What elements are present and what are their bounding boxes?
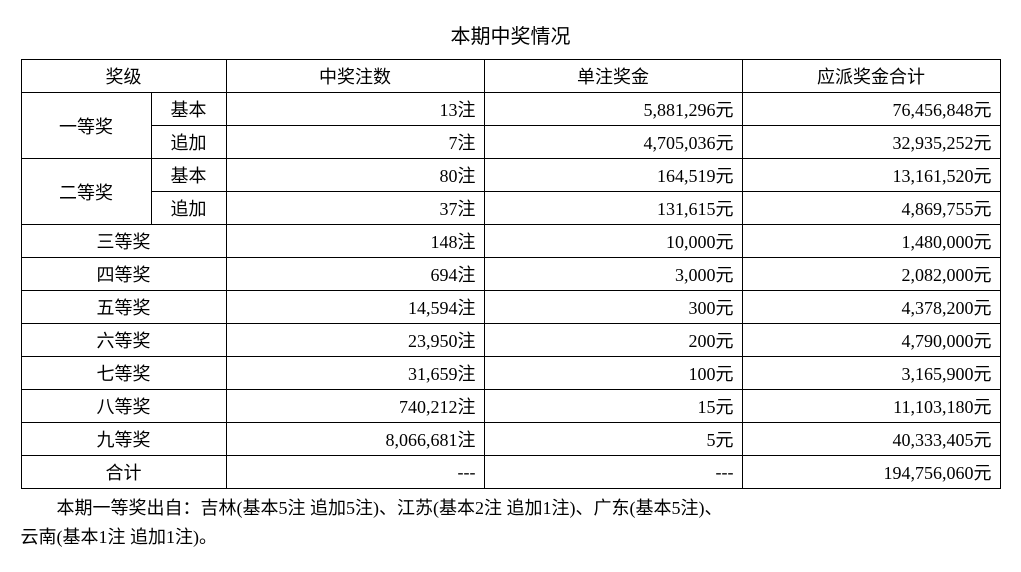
cell-amount: 200元: [484, 324, 742, 357]
cell-count: 31,659注: [226, 357, 484, 390]
cell-total: 2,082,000元: [742, 258, 1000, 291]
table-row: 四等奖 694注 3,000元 2,082,000元: [21, 258, 1000, 291]
cell-amount: 131,615元: [484, 192, 742, 225]
page-title: 本期中奖情况: [20, 20, 1001, 49]
header-total: 应派奖金合计: [742, 60, 1000, 93]
cell-amount: 10,000元: [484, 225, 742, 258]
cell-count: 8,066,681注: [226, 423, 484, 456]
cell-total: 194,756,060元: [742, 456, 1000, 489]
cell-count: 740,212注: [226, 390, 484, 423]
cell-amount: 5,881,296元: [484, 93, 742, 126]
cell-count: 80注: [226, 159, 484, 192]
table-header-row: 奖级 中奖注数 单注奖金 应派奖金合计: [21, 60, 1000, 93]
table-row: 一等奖 基本 13注 5,881,296元 76,456,848元: [21, 93, 1000, 126]
cell-total: 13,161,520元: [742, 159, 1000, 192]
cell-amount: 100元: [484, 357, 742, 390]
cell-amount: 5元: [484, 423, 742, 456]
cell-total: 11,103,180元: [742, 390, 1000, 423]
table-row: 七等奖 31,659注 100元 3,165,900元: [21, 357, 1000, 390]
cell-subtype: 基本: [151, 159, 226, 192]
header-amount: 单注奖金: [484, 60, 742, 93]
cell-level: 三等奖: [21, 225, 226, 258]
cell-total: 32,935,252元: [742, 126, 1000, 159]
table-row: 二等奖 基本 80注 164,519元 13,161,520元: [21, 159, 1000, 192]
table-row: 三等奖 148注 10,000元 1,480,000元: [21, 225, 1000, 258]
table-row-total: 合计 --- --- 194,756,060元: [21, 456, 1000, 489]
cell-subtype: 基本: [151, 93, 226, 126]
cell-total: 76,456,848元: [742, 93, 1000, 126]
table-row: 九等奖 8,066,681注 5元 40,333,405元: [21, 423, 1000, 456]
cell-amount: ---: [484, 456, 742, 489]
prize-table: 奖级 中奖注数 单注奖金 应派奖金合计 一等奖 基本 13注 5,881,296…: [21, 59, 1001, 489]
footnote-line2: 云南(基本1注 追加1注)。: [21, 523, 1001, 552]
cell-level: 合计: [21, 456, 226, 489]
cell-level: 二等奖: [21, 159, 151, 225]
cell-count: 14,594注: [226, 291, 484, 324]
footnote: 本期一等奖出自：吉林(基本5注 追加5注)、江苏(基本2注 追加1注)、广东(基…: [21, 494, 1001, 552]
cell-total: 4,869,755元: [742, 192, 1000, 225]
cell-amount: 164,519元: [484, 159, 742, 192]
cell-level: 五等奖: [21, 291, 226, 324]
cell-total: 4,378,200元: [742, 291, 1000, 324]
cell-total: 3,165,900元: [742, 357, 1000, 390]
cell-level: 七等奖: [21, 357, 226, 390]
footnote-line1: 本期一等奖出自：吉林(基本5注 追加5注)、江苏(基本2注 追加1注)、广东(基…: [21, 494, 1001, 523]
cell-amount: 300元: [484, 291, 742, 324]
cell-count: 37注: [226, 192, 484, 225]
header-count: 中奖注数: [226, 60, 484, 93]
cell-total: 1,480,000元: [742, 225, 1000, 258]
cell-level: 四等奖: [21, 258, 226, 291]
cell-count: 7注: [226, 126, 484, 159]
cell-amount: 15元: [484, 390, 742, 423]
cell-total: 4,790,000元: [742, 324, 1000, 357]
cell-count: 694注: [226, 258, 484, 291]
cell-count: 23,950注: [226, 324, 484, 357]
cell-total: 40,333,405元: [742, 423, 1000, 456]
cell-count: 148注: [226, 225, 484, 258]
cell-level: 六等奖: [21, 324, 226, 357]
table-row: 六等奖 23,950注 200元 4,790,000元: [21, 324, 1000, 357]
cell-amount: 4,705,036元: [484, 126, 742, 159]
cell-level: 九等奖: [21, 423, 226, 456]
cell-count: ---: [226, 456, 484, 489]
cell-subtype: 追加: [151, 126, 226, 159]
cell-subtype: 追加: [151, 192, 226, 225]
table-row: 五等奖 14,594注 300元 4,378,200元: [21, 291, 1000, 324]
cell-amount: 3,000元: [484, 258, 742, 291]
table-body: 一等奖 基本 13注 5,881,296元 76,456,848元 追加 7注 …: [21, 93, 1000, 489]
table-row: 八等奖 740,212注 15元 11,103,180元: [21, 390, 1000, 423]
header-level: 奖级: [21, 60, 226, 93]
table-row: 追加 7注 4,705,036元 32,935,252元: [21, 126, 1000, 159]
table-row: 追加 37注 131,615元 4,869,755元: [21, 192, 1000, 225]
cell-level: 一等奖: [21, 93, 151, 159]
cell-count: 13注: [226, 93, 484, 126]
cell-level: 八等奖: [21, 390, 226, 423]
